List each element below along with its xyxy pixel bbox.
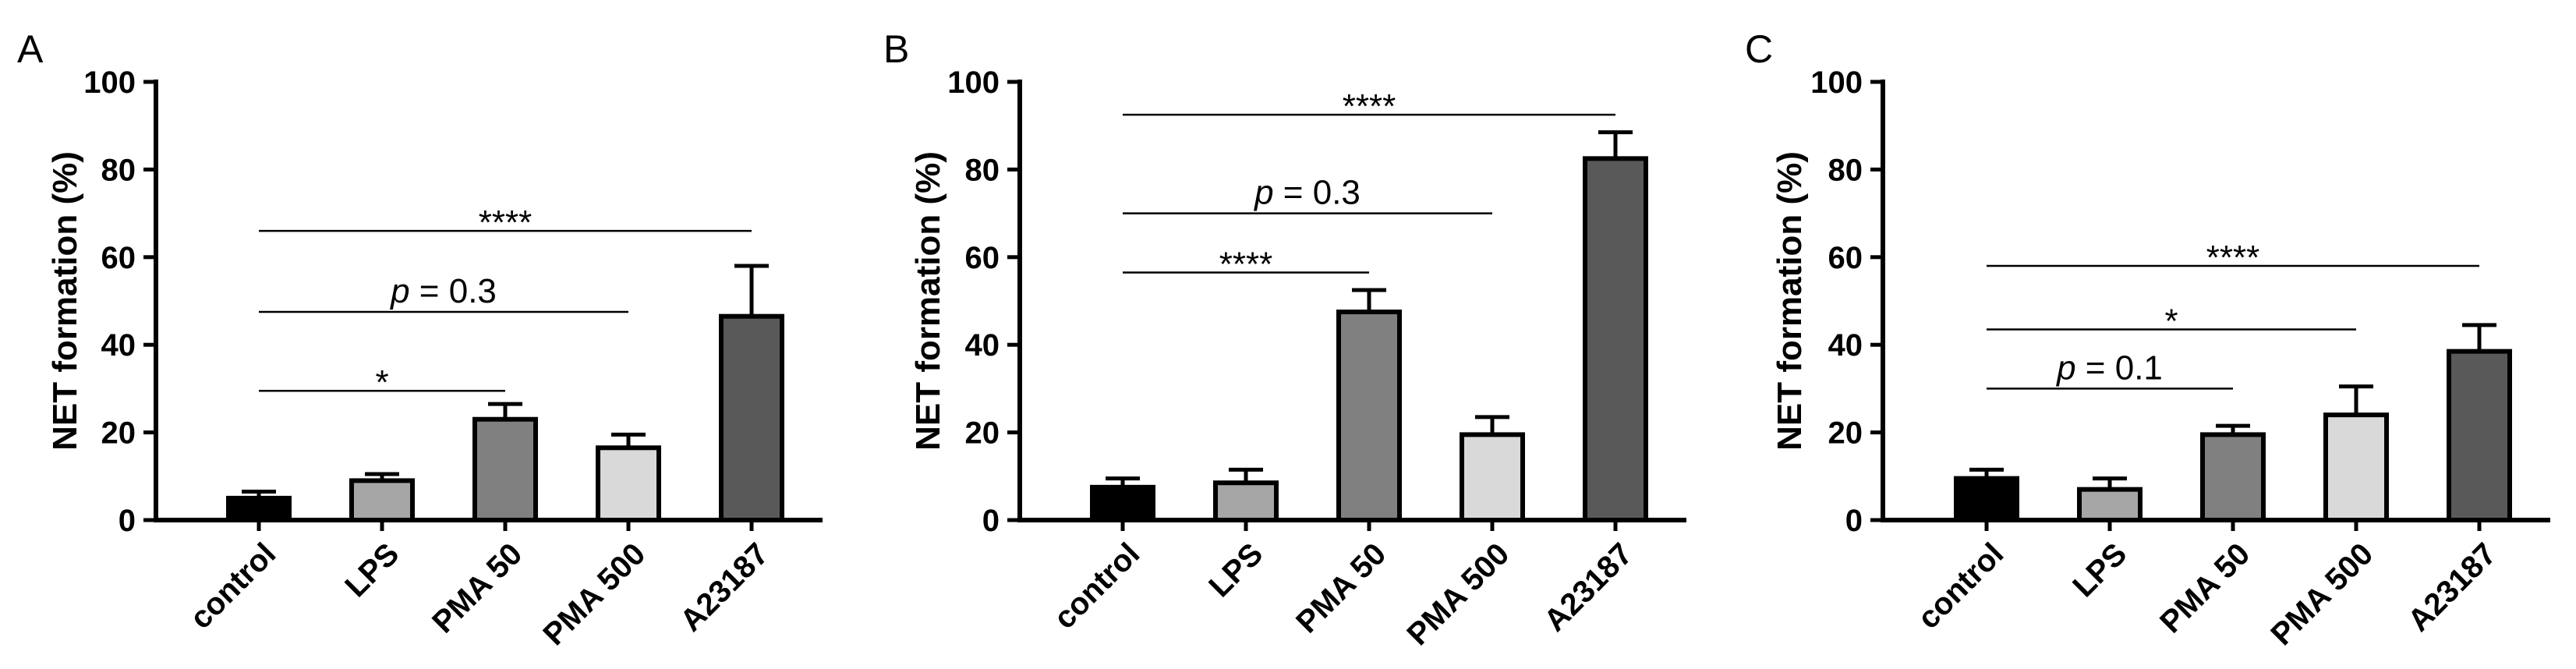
y-tick-label: 80: [1828, 153, 1863, 187]
chart-panel-c: C NET formation (%) 0 20 40 60 80 100 control LPS…: [1745, 27, 2550, 652]
x-tick-label: LPS: [2066, 536, 2133, 604]
bar-lps: [349, 478, 415, 522]
y-tick-label: 40: [965, 328, 1000, 363]
bar-lps: [2077, 487, 2143, 522]
significance-stars: ****: [1219, 245, 1273, 283]
x-tick-label: PMA 500: [1400, 536, 1516, 652]
x-tick-label: PMA 500: [536, 536, 652, 652]
p-value-label: p = 0.3: [389, 272, 497, 310]
chart-panel-a: A NET formation (%) 0 20 40 60 80 100 control LPS…: [17, 27, 823, 652]
bar-a23187: [719, 313, 784, 522]
y-tick-label: 60: [101, 241, 136, 275]
y-tick-label: 20: [1828, 416, 1863, 451]
x-tick-label: PMA 500: [2264, 536, 2380, 652]
x-tick-label: control: [1047, 536, 1146, 635]
x-tick-label: LPS: [338, 536, 405, 604]
y-tick-label: 0: [1845, 504, 1863, 538]
y-axis-label: NET formation (%): [1771, 151, 1809, 451]
significance-stars: ****: [479, 204, 533, 242]
y-axis-label: NET formation (%): [46, 151, 84, 451]
x-tick-label: A23187: [1537, 536, 1639, 638]
bar-pma-50: [1336, 310, 1402, 522]
y-tick-label: 0: [982, 504, 1000, 538]
bar-a23187: [2447, 349, 2512, 522]
bar-a23187: [1583, 156, 1648, 522]
bar-control: [1090, 484, 1155, 522]
panel-letter: B: [883, 27, 909, 71]
bar-pma-500: [1460, 432, 1525, 522]
bar-control: [1954, 476, 2019, 522]
y-tick-label: 40: [1828, 328, 1863, 363]
significance-stars: *: [375, 363, 388, 402]
y-tick-label: 60: [1828, 241, 1863, 275]
y-tick-label: 0: [119, 504, 136, 538]
p-value-label: p = 0.3: [1253, 174, 1361, 212]
y-tick-label: 40: [101, 328, 136, 363]
significance-stars: *: [2164, 303, 2178, 341]
bar-pma-500: [2323, 412, 2389, 522]
x-tick-label: PMA 50: [426, 536, 529, 639]
y-tick-label: 20: [965, 416, 1000, 451]
x-tick-label: A23187: [2401, 536, 2503, 638]
bar-pma-50: [472, 416, 538, 522]
y-tick-label: 80: [965, 153, 1000, 187]
p-value-label: p = 0.1: [2055, 349, 2163, 387]
x-tick-label: control: [1911, 536, 2010, 635]
bar-pma-50: [2200, 432, 2266, 522]
x-tick-label: PMA 50: [2153, 536, 2256, 639]
significance-stars: ****: [2206, 239, 2260, 277]
chart-panel-b: B NET formation (%) 0 20 40 60 80 100 control LPS…: [883, 27, 1686, 652]
bar-lps: [1213, 480, 1279, 522]
y-tick-label: 20: [101, 416, 136, 451]
y-axis-label: NET formation (%): [909, 151, 947, 451]
panel-letter: C: [1745, 27, 1773, 71]
bar-pma-500: [596, 445, 661, 523]
y-tick-label: 60: [965, 241, 1000, 275]
x-tick-label: control: [183, 536, 282, 635]
bar-control: [226, 495, 292, 523]
significance-stars: ****: [1343, 87, 1396, 126]
x-tick-label: PMA 50: [1290, 536, 1392, 639]
x-tick-label: A23187: [674, 536, 775, 638]
x-tick-label: LPS: [1202, 536, 1269, 604]
y-tick-label: 100: [1810, 65, 1863, 100]
y-tick-label: 100: [83, 65, 136, 100]
y-tick-label: 80: [101, 153, 136, 187]
y-tick-label: 100: [947, 65, 1000, 100]
panel-letter: A: [17, 27, 44, 71]
